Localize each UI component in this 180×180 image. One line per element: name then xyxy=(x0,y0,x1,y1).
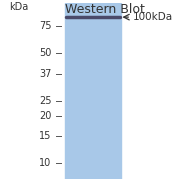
Text: Western Blot: Western Blot xyxy=(65,3,145,16)
Text: 10: 10 xyxy=(39,158,51,168)
Text: 100kDa: 100kDa xyxy=(133,12,173,22)
Text: 75: 75 xyxy=(39,21,51,31)
Text: 25: 25 xyxy=(39,96,51,106)
Bar xyxy=(65,3,121,179)
Text: 50: 50 xyxy=(39,48,51,58)
Text: 37: 37 xyxy=(39,69,51,79)
Text: 15: 15 xyxy=(39,131,51,141)
Text: kDa: kDa xyxy=(9,2,28,12)
Text: 20: 20 xyxy=(39,111,51,121)
